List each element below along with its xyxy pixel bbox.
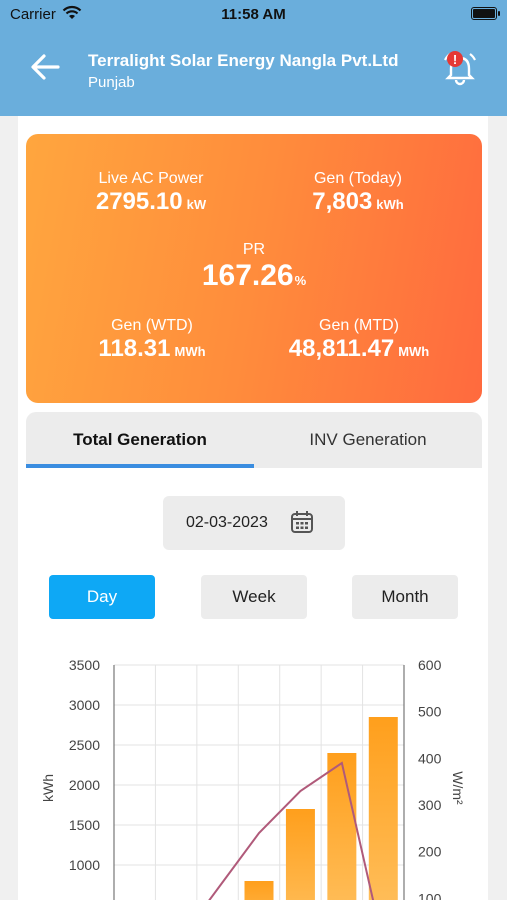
date-value: 02-03-2023 (186, 514, 268, 531)
app-header: Carrier 11:58 AM Terralight Solar Energy… (0, 0, 507, 116)
y-tick-label: 2500 (69, 737, 100, 753)
stat-live-ac-power: Live AC Power 2795.10 kW (76, 170, 226, 216)
y2-tick-label: 300 (418, 797, 442, 813)
y-tick-label: 2000 (69, 777, 100, 793)
stat-label: Gen (WTD) (111, 317, 193, 334)
line-series (208, 761, 375, 900)
stat-label: Gen (MTD) (319, 317, 399, 334)
status-bar: Carrier 11:58 AM (0, 0, 507, 28)
stat-value: 7,803 (312, 188, 373, 215)
chart-line-series (208, 761, 375, 900)
stats-card: Live AC Power 2795.10 kW Gen (Today) 7,80… (26, 134, 482, 403)
bar (244, 881, 274, 900)
stat-label: Gen (Today) (313, 170, 403, 187)
y-tick-label: 1000 (69, 857, 100, 873)
stat-label: PR (242, 241, 266, 258)
y2-tick-label: 100 (418, 890, 442, 900)
chart-bars (244, 717, 398, 900)
battery-icon (471, 7, 500, 20)
stat-label: Live AC Power (98, 170, 204, 187)
stat-gen-mtd: Gen (MTD) 48,811.47 MWh (268, 317, 450, 363)
tab-total-generation[interactable]: Total Generation (73, 430, 207, 449)
bar (285, 809, 315, 900)
y-tick-label: 3500 (69, 657, 100, 673)
stat-pr: PR 167.26% (186, 241, 322, 293)
y-tick-label: 1500 (69, 817, 100, 833)
generation-chart: 3500 3000 2500 2000 1500 1000 500 600 500 400 300 2… (40, 657, 466, 900)
generation-tabs: Total Generation INV Generation (26, 412, 482, 468)
bar (327, 753, 357, 900)
stat-gen-wtd: Gen (WTD) 118.31 MWh (82, 317, 222, 363)
alert-badge (447, 51, 463, 67)
stat-unit: % (294, 273, 307, 288)
date-picker[interactable]: 02-03-2023 (163, 496, 345, 550)
clock: 11:58 AM (221, 6, 286, 23)
chart-axes: 3500 3000 2500 2000 1500 1000 500 600 500 400 300 2… (69, 657, 442, 900)
calendar-icon[interactable] (289, 509, 315, 535)
y2-tick-label: 600 (418, 657, 442, 673)
bar (368, 717, 398, 900)
stat-unit: MWh (398, 344, 430, 359)
stat-unit: MWh (174, 344, 206, 359)
alert-badge-text: ! (453, 52, 457, 67)
plant-title: Terralight Solar Energy Nangla Pvt.Ltd (88, 51, 399, 70)
y-tick-label: 500 (77, 897, 101, 900)
notification-bell-icon[interactable]: ! (440, 50, 480, 86)
back-arrow-icon[interactable] (28, 50, 62, 84)
tab-inv-generation[interactable]: INV Generation (309, 430, 427, 449)
y2-tick-label: 500 (418, 704, 442, 720)
y2-axis-label: W/m² (450, 771, 466, 805)
stat-gen-today: Gen (Today) 7,803 kWh (288, 170, 428, 216)
y-axis-label: kWh (40, 774, 56, 802)
stat-value: 118.31 (98, 335, 171, 362)
stat-value: 48,811.47 (288, 335, 395, 362)
stat-unit: kW (186, 197, 207, 212)
y2-tick-label: 400 (418, 750, 442, 766)
stat-value: 2795.10 (95, 188, 183, 215)
active-tab-indicator (26, 464, 254, 468)
stat-unit: kWh (376, 197, 404, 212)
carrier-label: Carrier (10, 6, 56, 23)
chart-grid (113, 664, 405, 900)
stat-value: 167.26 (201, 259, 294, 292)
y-tick-label: 3000 (69, 697, 100, 713)
plant-location: Punjab (88, 74, 135, 91)
period-day-button[interactable]: Day (49, 575, 155, 619)
wifi-icon (62, 5, 82, 19)
period-week-button[interactable]: Week (201, 575, 307, 619)
y2-tick-label: 200 (418, 844, 442, 860)
period-month-button[interactable]: Month (352, 575, 458, 619)
